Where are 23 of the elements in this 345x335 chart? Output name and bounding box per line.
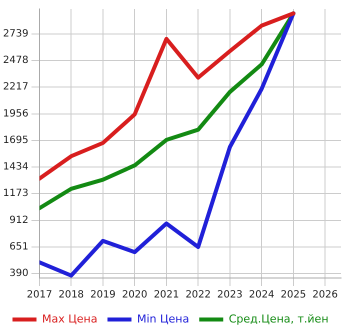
y-tick-label: 2478	[2, 55, 28, 66]
x-tick-label: 2026	[312, 290, 338, 301]
x-tick-label: 2018	[58, 290, 84, 301]
y-tick-label: 1956	[2, 108, 28, 120]
y-tick-label: 2739	[2, 28, 28, 40]
x-tick-label: 2022	[185, 290, 211, 301]
legend-label: Max Цена	[42, 312, 98, 326]
y-tick-label: 390	[9, 268, 28, 280]
y-tick-label: 651	[9, 241, 28, 252]
x-tick-label: 2024	[248, 290, 274, 301]
y-tick-label: 1695	[2, 134, 28, 146]
x-tick-label: 2020	[122, 290, 148, 301]
y-tick-label: 1434	[2, 162, 28, 173]
x-tick-label: 2021	[154, 290, 180, 301]
y-tick-label: 1173	[2, 188, 28, 200]
legend-label: Сред.Цена, т.йен	[228, 312, 329, 326]
x-tick-label: 2017	[26, 290, 52, 301]
y-tick-label: 912	[9, 214, 28, 226]
x-tick-label: 2019	[90, 290, 116, 301]
legend-label: Min Цена	[136, 312, 190, 326]
x-tick-label: 2025	[280, 290, 306, 301]
x-tick-label: 2023	[217, 290, 243, 301]
y-tick-label: 2217	[2, 82, 28, 93]
